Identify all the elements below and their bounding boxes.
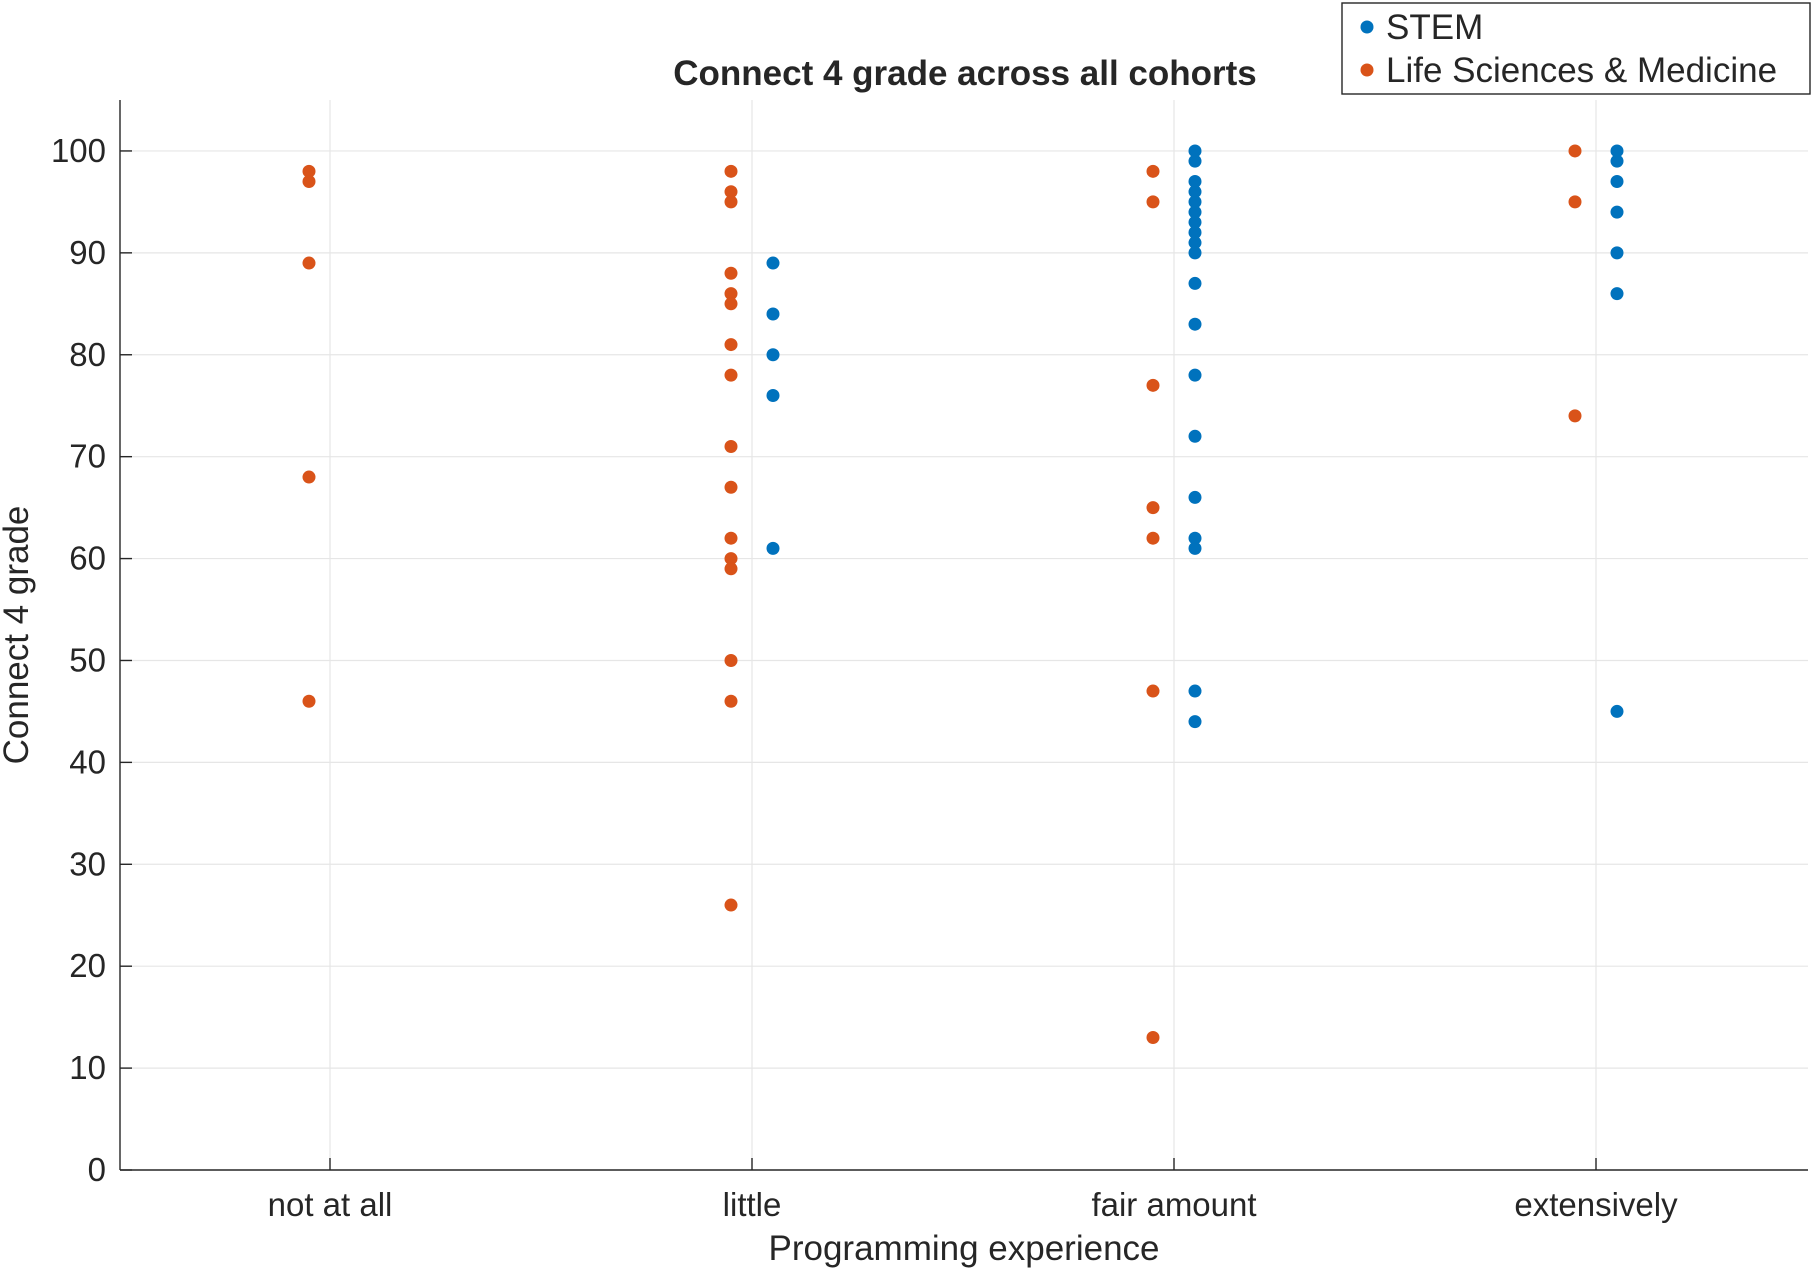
- legend-label-lsm: Life Sciences & Medicine: [1386, 51, 1777, 90]
- data-point: [1146, 1031, 1160, 1045]
- data-points: [302, 144, 1624, 1045]
- data-point: [302, 470, 316, 484]
- axes: [119, 100, 1808, 1171]
- data-point: [1146, 531, 1160, 545]
- y-tick-label: 10: [69, 1049, 106, 1086]
- y-tick-label: 20: [69, 947, 106, 984]
- data-point: [724, 694, 738, 708]
- data-point: [1188, 195, 1202, 209]
- chart-title: Connect 4 grade across all cohorts: [673, 54, 1257, 93]
- data-point: [1146, 195, 1160, 209]
- x-tick-label: not at all: [268, 1186, 393, 1223]
- data-point: [1188, 175, 1202, 189]
- data-point: [766, 307, 780, 321]
- data-point: [724, 297, 738, 311]
- x-tick-label: extensively: [1514, 1186, 1678, 1223]
- y-tick-label: 0: [88, 1151, 106, 1188]
- data-point: [302, 175, 316, 189]
- data-point: [1188, 205, 1202, 219]
- data-point: [1188, 154, 1202, 168]
- y-tick-label: 70: [69, 438, 106, 475]
- data-point: [1610, 246, 1624, 260]
- data-point: [1188, 236, 1202, 250]
- data-point: [1610, 154, 1624, 168]
- data-point: [1146, 164, 1160, 178]
- data-point: [1188, 185, 1202, 199]
- legend-marker-stem: [1360, 20, 1374, 34]
- data-point: [1188, 429, 1202, 443]
- data-point: [724, 898, 738, 912]
- ticks: 0 10 20 30 40 50 60 70 80 90 100 not at all little fa…: [51, 132, 1678, 1223]
- data-point: [302, 164, 316, 178]
- data-point: [724, 287, 738, 301]
- data-point: [1188, 490, 1202, 504]
- data-point: [766, 389, 780, 403]
- y-tick-label: 40: [69, 743, 106, 780]
- data-point: [302, 256, 316, 270]
- data-point: [1146, 378, 1160, 392]
- legend-label-stem: STEM: [1386, 8, 1483, 47]
- data-point: [1188, 144, 1202, 158]
- data-point: [1188, 684, 1202, 698]
- legend-box: [1341, 2, 1811, 95]
- data-point: [1610, 144, 1624, 158]
- legend: STEM Life Sciences & Medicine: [1341, 2, 1811, 95]
- data-point: [766, 256, 780, 270]
- data-point: [724, 480, 738, 494]
- data-point: [1568, 409, 1582, 423]
- data-point: [724, 653, 738, 667]
- y-tick-label: 30: [69, 845, 106, 882]
- y-tick-label: 100: [51, 132, 106, 169]
- data-point: [724, 439, 738, 453]
- data-point: [1610, 175, 1624, 189]
- x-axis-label: Programming experience: [768, 1229, 1159, 1268]
- data-point: [724, 531, 738, 545]
- legend-marker-lsm: [1360, 63, 1374, 77]
- data-point: [1146, 684, 1160, 698]
- data-point: [1188, 541, 1202, 555]
- data-point: [724, 185, 738, 199]
- data-point: [1188, 276, 1202, 290]
- y-tick-label: 50: [69, 641, 106, 678]
- data-point: [1188, 368, 1202, 382]
- data-point: [724, 266, 738, 280]
- data-point: [1188, 225, 1202, 239]
- data-point: [1568, 195, 1582, 209]
- data-point: [724, 552, 738, 566]
- grid-lines: [120, 100, 1808, 1170]
- data-point: [1188, 317, 1202, 331]
- data-point: [724, 562, 738, 576]
- data-point: [1188, 215, 1202, 229]
- data-point: [1188, 715, 1202, 729]
- data-point: [1146, 501, 1160, 515]
- x-tick-label: fair amount: [1091, 1186, 1256, 1223]
- data-point: [1610, 205, 1624, 219]
- y-tick-label: 80: [69, 336, 106, 373]
- y-axis-label: Connect 4 grade: [0, 506, 36, 765]
- data-point: [1610, 704, 1624, 718]
- data-point: [1188, 531, 1202, 545]
- data-point: [724, 195, 738, 209]
- data-point: [724, 164, 738, 178]
- x-tick-label: little: [723, 1186, 782, 1223]
- data-point: [766, 541, 780, 555]
- data-point: [724, 368, 738, 382]
- data-point: [1188, 246, 1202, 260]
- data-point: [766, 348, 780, 362]
- y-tick-label: 60: [69, 540, 106, 577]
- y-tick-label: 90: [69, 234, 106, 271]
- data-point: [302, 694, 316, 708]
- data-point: [1568, 144, 1582, 158]
- data-point: [1610, 287, 1624, 301]
- data-point: [724, 338, 738, 352]
